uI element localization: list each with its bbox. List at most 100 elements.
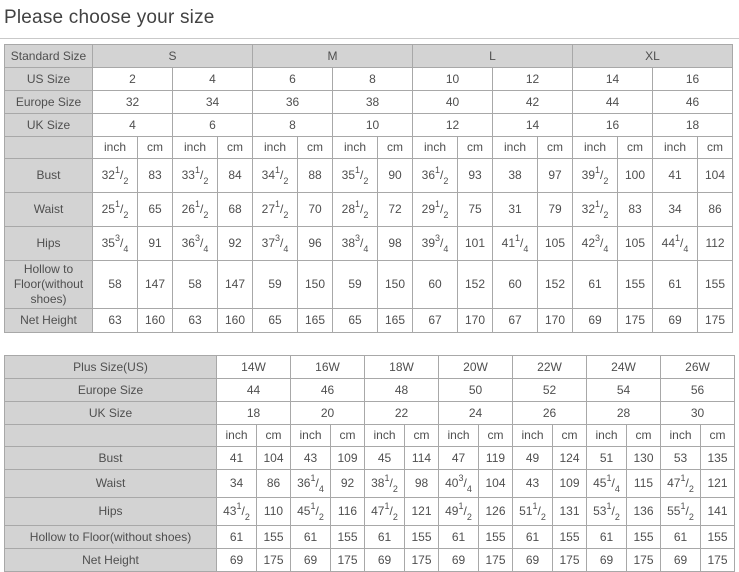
size-group-cell: 20W [438, 355, 513, 379]
title-divider [0, 38, 739, 39]
value-cell: 351/2 [332, 158, 379, 193]
row-label-empty [4, 136, 93, 159]
value-cell: 104 [478, 469, 513, 498]
value-cell: 61 [586, 525, 627, 549]
row-label: Waist [4, 192, 93, 227]
value-cell: 391/2 [572, 158, 619, 193]
unit-header-cell: inch [290, 424, 331, 447]
value-cell: 58 [172, 260, 218, 309]
value-cell: 59 [252, 260, 299, 309]
unit-header-cell: cm [256, 424, 291, 447]
size-group-cell: XL [572, 44, 734, 68]
unit-header-cell: inch [660, 424, 701, 447]
size-row: Europe Size 44 46 48 50 52 54 56 [4, 378, 735, 402]
value-cell: 61 [572, 260, 619, 309]
value-cell: 61 [660, 525, 701, 549]
value-cell: 423/4 [572, 226, 619, 261]
size-value-cell: 6 [171, 113, 254, 137]
value-cell: 53 [660, 446, 701, 470]
value-cell: 175 [697, 308, 734, 333]
unit-header-cell: cm [537, 136, 574, 159]
value-cell: 91 [137, 226, 173, 261]
size-value-cell: 4 [92, 113, 173, 137]
unit-header-cell: inch [92, 136, 138, 159]
value-cell: 88 [297, 158, 334, 193]
value-cell: 59 [332, 260, 379, 309]
unit-header-cell: cm [626, 424, 661, 447]
size-value-cell: 36 [252, 90, 334, 114]
value-cell: 49 [512, 446, 553, 470]
value-cell: 121 [700, 469, 735, 498]
value-cell: 361/2 [412, 158, 459, 193]
row-label: Hips [4, 497, 217, 526]
value-cell: 31 [492, 192, 539, 227]
size-value-cell: 18 [652, 113, 734, 137]
measurement-row: Waist 34 86 361/4 92 381/2 98 403/4 104 43 109 451/… [4, 469, 735, 498]
value-cell: 72 [377, 192, 414, 227]
value-cell: 175 [330, 548, 365, 572]
value-cell: 141 [700, 497, 735, 526]
value-cell: 83 [617, 192, 654, 227]
value-cell: 61 [438, 525, 479, 549]
size-value-cell: 18 [216, 401, 291, 425]
value-cell: 126 [478, 497, 513, 526]
measurement-row: Hollow to Floor(without shoes) 61 155 61 155… [4, 525, 735, 549]
value-cell: 97 [537, 158, 574, 193]
unit-header-cell: cm [297, 136, 334, 159]
size-group-row: Standard Size S M L XL [4, 44, 734, 68]
size-value-cell: 50 [438, 378, 513, 402]
row-label: Bust [4, 158, 93, 193]
value-cell: 45 [364, 446, 405, 470]
value-cell: 105 [537, 226, 574, 261]
value-cell: 491/2 [438, 497, 479, 526]
unit-header-cell: cm [137, 136, 173, 159]
size-group-cell: M [252, 44, 414, 68]
value-cell: 175 [626, 548, 661, 572]
size-value-cell: 48 [364, 378, 439, 402]
size-value-cell: 16 [572, 113, 654, 137]
value-cell: 34 [216, 469, 257, 498]
value-cell: 61 [290, 525, 331, 549]
value-cell: 51 [586, 446, 627, 470]
value-cell: 393/4 [412, 226, 459, 261]
size-group-cell: 14W [216, 355, 291, 379]
value-cell: 403/4 [438, 469, 479, 498]
value-cell: 150 [297, 260, 334, 309]
unit-header-cell: inch [364, 424, 405, 447]
value-cell: 100 [617, 158, 654, 193]
value-cell: 165 [297, 308, 334, 333]
measurement-row: Net Height 69 175 69 175 69 175 69 175 69 175 69 175… [4, 548, 735, 572]
row-label: Hollow to Floor(without shoes) [4, 260, 93, 309]
size-value-cell: 8 [332, 67, 414, 91]
value-cell: 69 [438, 548, 479, 572]
value-cell: 121 [404, 497, 439, 526]
value-cell: 471/2 [364, 497, 405, 526]
unit-header-cell: cm [377, 136, 414, 159]
plus-size-table: Plus Size(US) 14W 16W 18W 20W 22W 24W 26W Europe… [4, 355, 735, 572]
row-label: UK Size [4, 401, 217, 425]
value-cell: 105 [617, 226, 654, 261]
value-cell: 34 [652, 192, 699, 227]
value-cell: 511/2 [512, 497, 553, 526]
size-value-cell: 14 [492, 113, 574, 137]
value-cell: 170 [457, 308, 494, 333]
unit-header-cell: cm [404, 424, 439, 447]
value-cell: 321/2 [92, 158, 138, 193]
size-value-cell: 54 [586, 378, 661, 402]
unit-header-cell: inch [572, 136, 619, 159]
size-value-cell: 2 [92, 67, 173, 91]
table-corner-label: Standard Size [4, 44, 93, 68]
row-label: Bust [4, 446, 217, 470]
value-cell: 84 [216, 158, 254, 193]
size-value-cell: 4 [171, 67, 254, 91]
value-cell: 90 [377, 158, 414, 193]
value-cell: 109 [552, 469, 587, 498]
unit-header-cell: cm [457, 136, 494, 159]
value-cell: 291/2 [412, 192, 459, 227]
size-value-cell: 12 [412, 113, 494, 137]
unit-header-row: inch cm inch cm inch cm inch cm inch cm inch cm inch… [4, 136, 734, 159]
standard-size-table: Standard Size S M L XL US Size 2 4 6 8 10 12 14 16 Eur… [4, 44, 734, 333]
value-cell: 60 [492, 260, 539, 309]
size-group-cell: 16W [290, 355, 365, 379]
